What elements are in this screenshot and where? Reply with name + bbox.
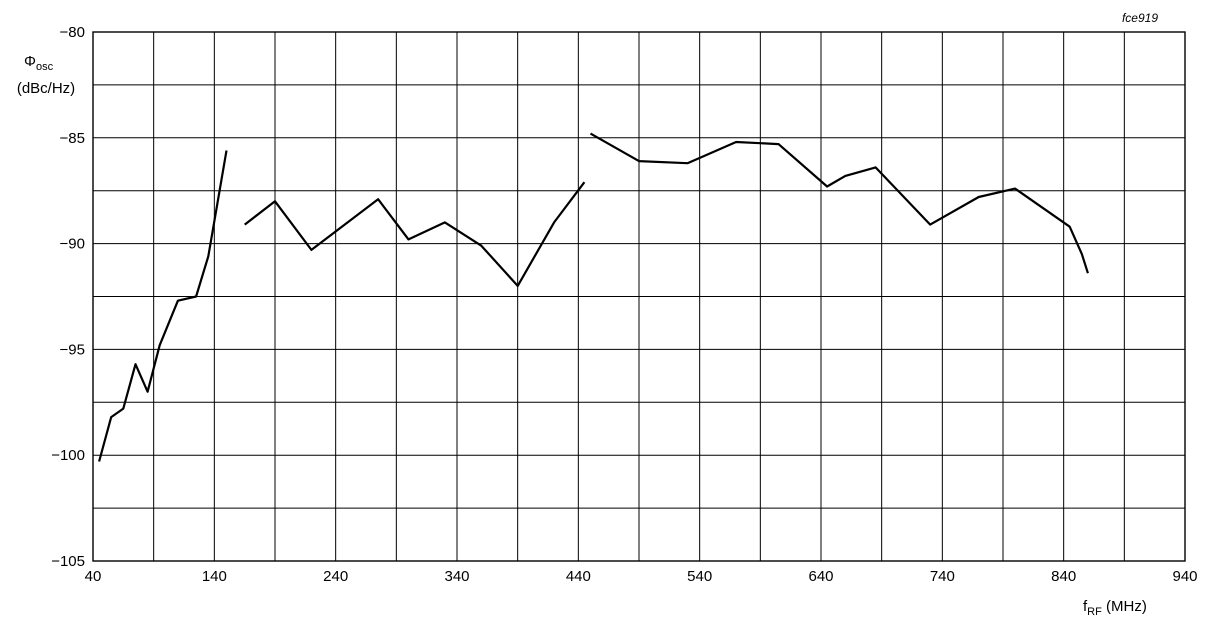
x-tick-label: 140: [202, 568, 227, 585]
series-lines: [98, 132, 1089, 462]
y-tick-labels: −80 −85 −90 −95 −100 −105: [51, 24, 85, 570]
x-tick-label: 640: [808, 568, 833, 585]
series-line-2: [244, 181, 586, 287]
grid: [93, 32, 1185, 561]
y-axis-symbol: Φ: [24, 53, 36, 70]
series-line-1: [98, 150, 228, 462]
y-tick-label: −95: [60, 341, 85, 358]
x-tick-label: 440: [566, 568, 591, 585]
y-axis-subscript: osc: [36, 61, 54, 73]
x-tick-label: 840: [1051, 568, 1076, 585]
x-tick-label: 540: [687, 568, 712, 585]
plot-frame: [92, 31, 1186, 562]
y-tick-label: −85: [60, 130, 85, 147]
x-axis-label: fRF (MHz): [1083, 598, 1147, 618]
figure-id: fce919: [1122, 11, 1158, 25]
x-tick-label: 940: [1172, 568, 1197, 585]
x-tick-label: 740: [930, 568, 955, 585]
x-axis-subscript: RF: [1087, 606, 1102, 618]
y-tick-label: −105: [51, 553, 85, 570]
series-line-3: [589, 132, 1089, 274]
y-tick-label: −100: [51, 447, 85, 464]
x-axis-symbol: f: [1083, 598, 1088, 615]
x-tick-label: 40: [85, 568, 102, 585]
x-tick-label: 340: [444, 568, 469, 585]
x-tick-label: 240: [323, 568, 348, 585]
x-axis-unit: (MHz): [1102, 598, 1147, 615]
y-tick-label: −90: [60, 236, 85, 253]
y-axis-label: Φosc: [24, 53, 54, 73]
x-tick-labels: 40 140 240 340 440 540 640 740 840 940: [85, 568, 1198, 585]
y-tick-label: −80: [60, 24, 85, 41]
y-axis-unit: (dBc/Hz): [17, 80, 75, 97]
